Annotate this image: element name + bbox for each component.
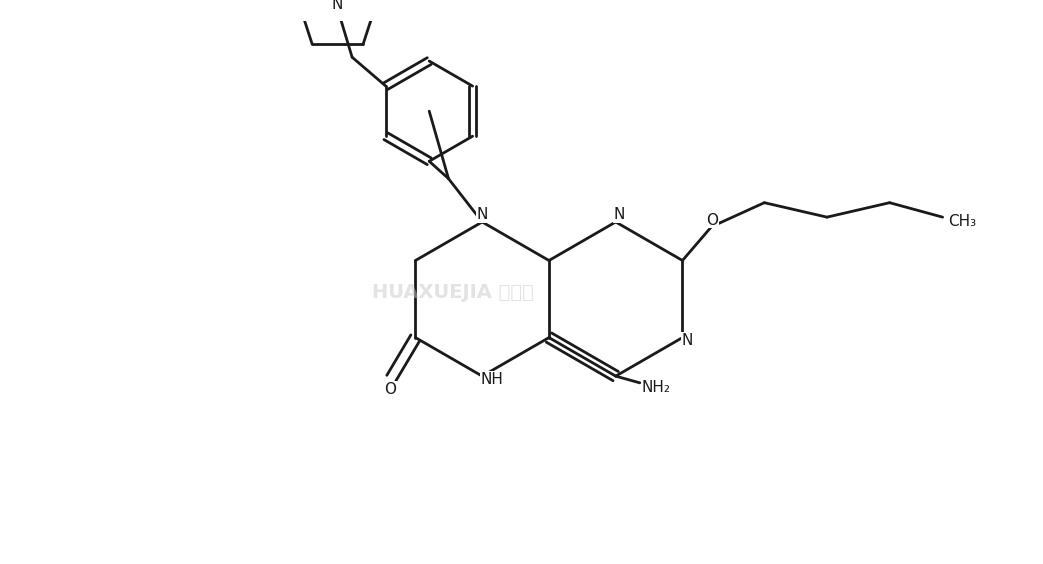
Text: N: N bbox=[332, 0, 343, 12]
Text: NH: NH bbox=[481, 372, 504, 386]
Text: N: N bbox=[681, 333, 693, 348]
Text: HUAXUEJIA 化学家: HUAXUEJIA 化学家 bbox=[371, 283, 534, 302]
Text: NH₂: NH₂ bbox=[641, 380, 671, 395]
Text: CH₃: CH₃ bbox=[948, 214, 976, 230]
Text: O: O bbox=[706, 213, 719, 227]
Text: O: O bbox=[385, 382, 396, 397]
Text: N: N bbox=[614, 207, 625, 222]
Text: N: N bbox=[477, 207, 488, 222]
